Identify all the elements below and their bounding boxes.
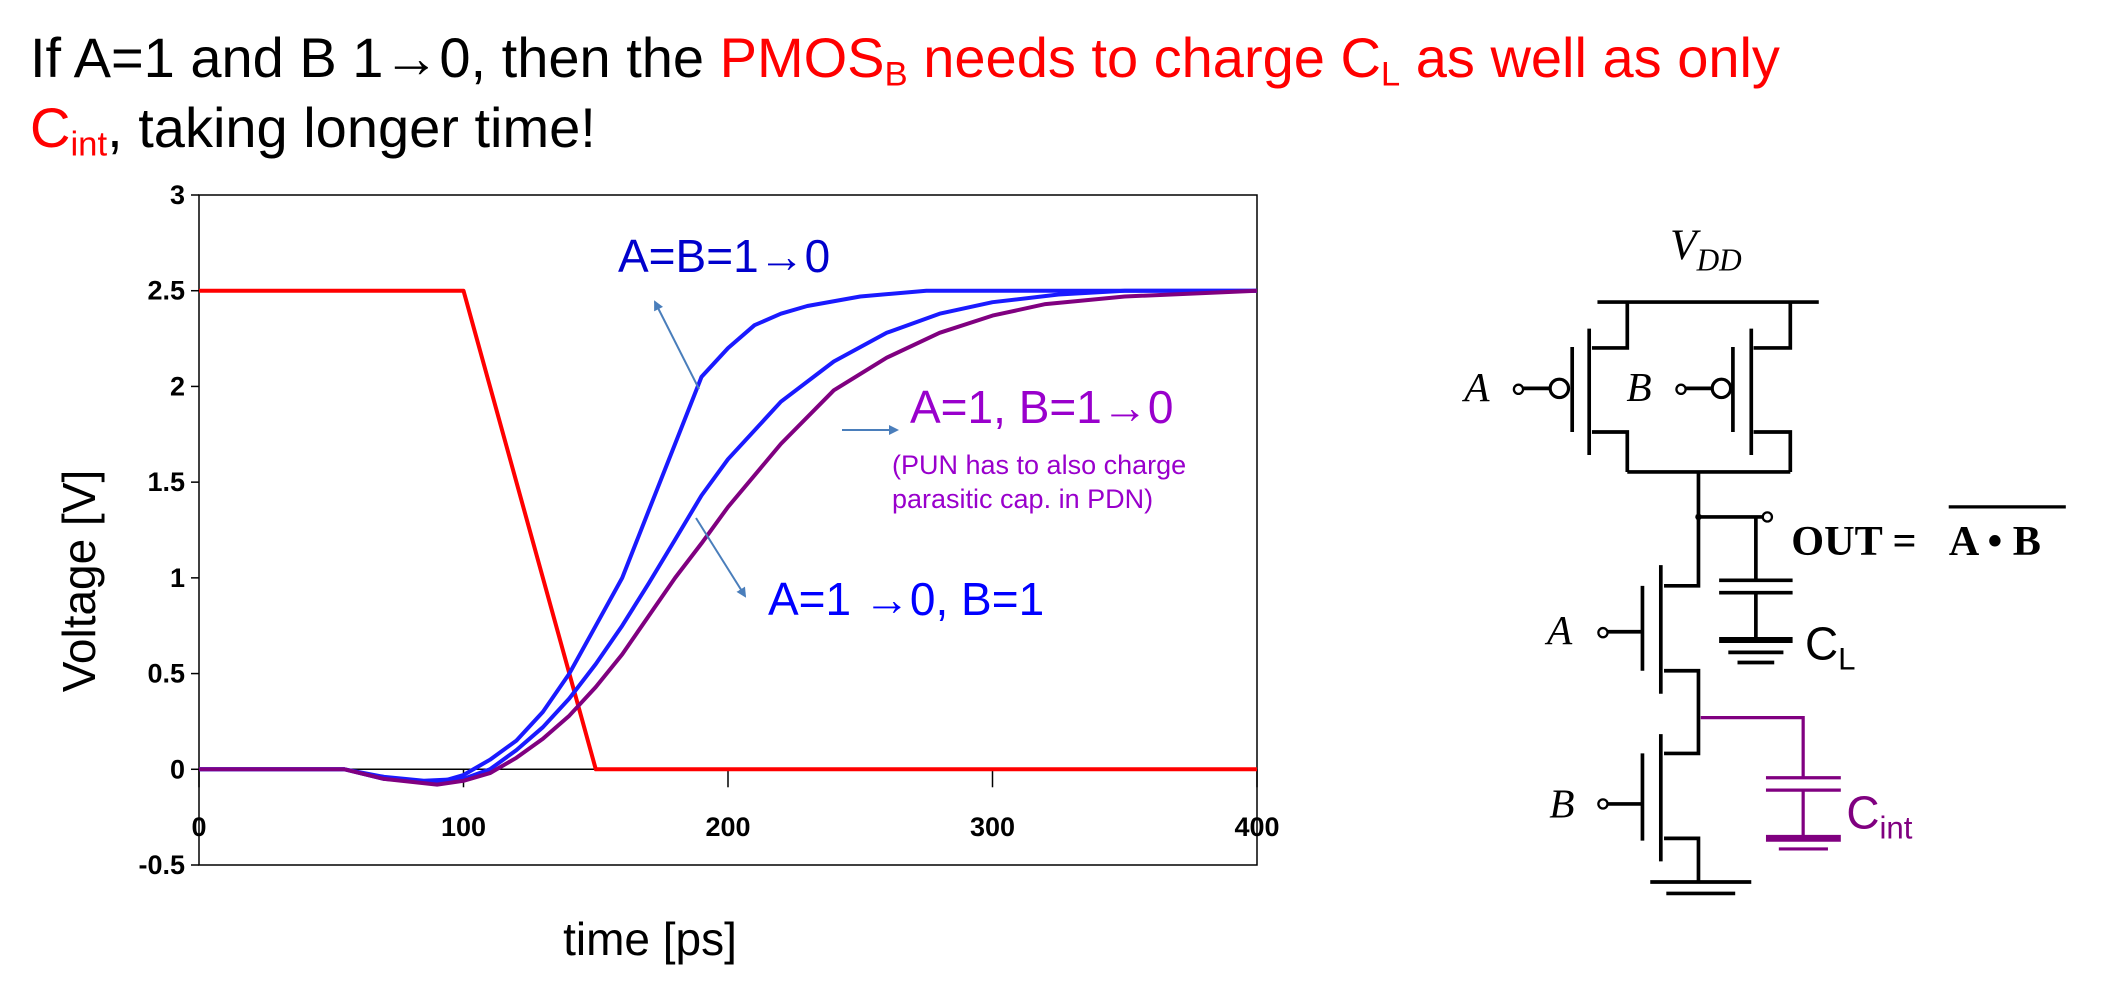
input-a-label: A (1544, 607, 1573, 653)
nand-circuit: VDD A B A B OUT = A • B CL Cint (1461, 221, 2066, 896)
input-b-label: B (1626, 364, 1651, 410)
capacitor-cint (1700, 715, 1841, 851)
annotation-note-1: (PUN has to also charge (892, 450, 1186, 480)
title-line-2: Cint, taking longer time! (30, 100, 596, 163)
x-tick-label: 200 (705, 812, 750, 842)
title-cint: Cint (30, 96, 108, 164)
title-text: , taking longer time! (107, 96, 596, 159)
title-highlight: PMOSB needs to charge CL as well as only (719, 26, 1780, 94)
input-b-label: B (1549, 781, 1574, 827)
y-tick-label: -0.5 (138, 850, 185, 880)
plot-frame (198, 194, 1258, 866)
vdd-label: VDD (1670, 221, 1742, 277)
output-wire (1627, 470, 1791, 588)
y-tick-label: 1 (170, 563, 185, 593)
annotation-slow: A=1, B=1→0 (910, 381, 1173, 433)
series-line-3 (199, 288, 1258, 787)
y-axis-label: Voltage [V] (53, 470, 105, 693)
x-tick-label: 100 (441, 812, 486, 842)
title-text: If A=1 and B 1→0, then the (30, 26, 720, 89)
nmos-b (1597, 734, 1701, 882)
y-tick-label: 0 (170, 754, 185, 784)
arrow-fast (654, 300, 700, 390)
title-line-1: If A=1 and B 1→0, then the PMOSB needs t… (30, 30, 1780, 93)
pmos-b (1675, 302, 1793, 472)
x-tick-label: 400 (1234, 812, 1279, 842)
series-line-2 (199, 288, 1257, 783)
cl-label: CL (1805, 617, 1856, 676)
pmos-a (1512, 302, 1630, 472)
annotation-note-2: parasitic cap. in PDN) (892, 484, 1153, 514)
nmos-a (1597, 565, 1701, 756)
input-a-label: A (1461, 364, 1490, 410)
y-tick-label: 1.5 (147, 467, 185, 497)
annotation-mid: A=1 →0, B=1 (768, 573, 1044, 625)
series-line-0 (199, 288, 1257, 772)
series-line-1 (199, 288, 1257, 785)
node-dot (1695, 513, 1702, 521)
annotation-fast: A=B=1→0 (618, 230, 830, 282)
output-terminal (1761, 511, 1774, 523)
arrow-mid (695, 517, 747, 598)
x-tick-label: 300 (970, 812, 1015, 842)
output-expression: OUT = A • B (1791, 518, 2041, 565)
y-tick-label: 2.5 (147, 276, 185, 306)
y-tick-label: 3 (170, 180, 185, 210)
x-axis-label: time [ps] (563, 913, 737, 965)
x-tick-label: 0 (191, 812, 206, 842)
cint-label: Cint (1846, 786, 1912, 845)
capacitor-cl (1719, 516, 1793, 665)
y-tick-label: 2 (170, 371, 185, 401)
ground-icon (1650, 880, 1752, 896)
y-tick-label: 0.5 (147, 659, 185, 689)
